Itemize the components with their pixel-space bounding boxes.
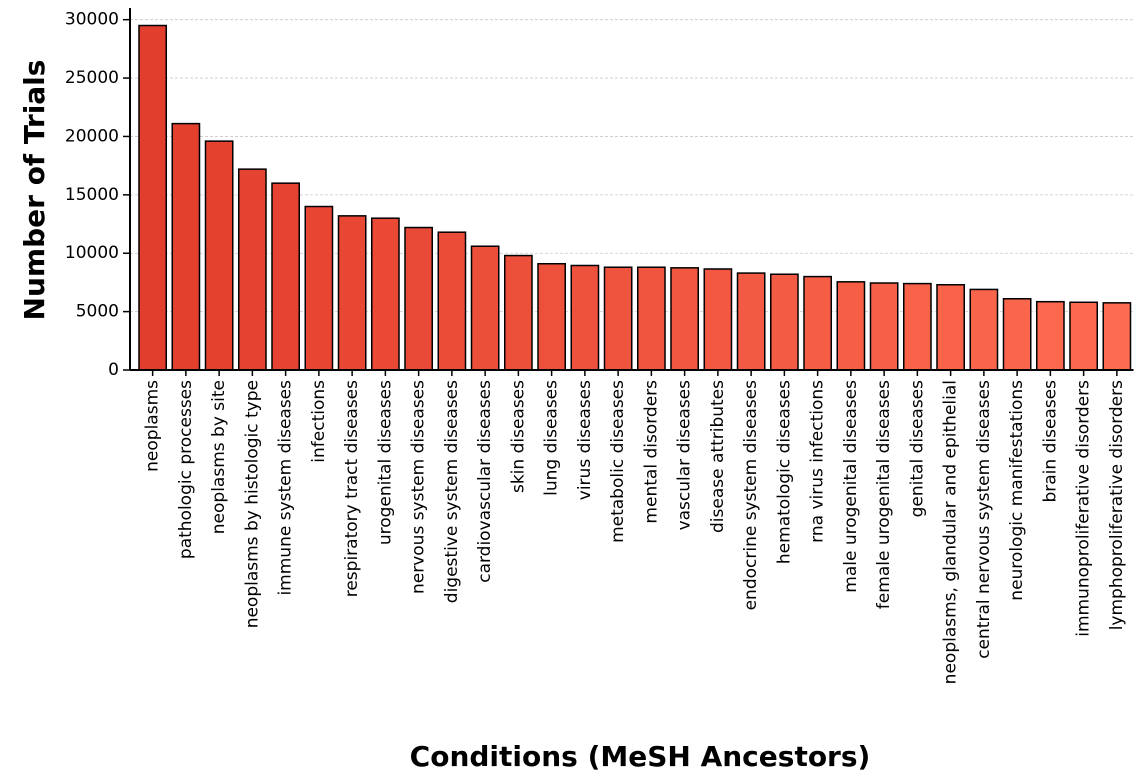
x-tick-label: genital diseases: [907, 380, 927, 518]
bar: [603, 266, 633, 371]
bar: [1102, 302, 1132, 371]
x-tick-label: lymphoproliferative disorders: [1107, 380, 1127, 630]
bar: [670, 267, 700, 371]
bar: [636, 266, 666, 371]
x-tick-label: mental disorders: [641, 380, 661, 524]
x-tick-label: neoplasms, glandular and epithelial: [941, 380, 961, 684]
x-tick-label: lung diseases: [542, 380, 562, 496]
x-tick-label: neoplasms by histologic type: [242, 380, 262, 628]
x-tick-label: pathologic processes: [176, 380, 196, 559]
bar: [869, 282, 899, 371]
bar: [337, 215, 367, 371]
x-tick-label: metabolic diseases: [608, 380, 628, 543]
bar: [470, 245, 500, 371]
x-tick-label: nervous system diseases: [409, 380, 429, 594]
bar: [171, 122, 201, 371]
x-tick-label: male urogenital diseases: [841, 380, 861, 593]
x-tick-label: skin diseases: [508, 380, 528, 493]
x-tick-label: cardiovascular diseases: [475, 380, 495, 583]
bar: [969, 288, 999, 371]
bar: [271, 182, 301, 371]
x-tick-label: central nervous system diseases: [974, 380, 994, 659]
x-tick-label: infections: [309, 380, 329, 463]
bar: [902, 282, 932, 371]
bar: [537, 262, 567, 371]
bar: [1035, 300, 1065, 371]
bar: [237, 168, 267, 371]
x-tick-label: brain diseases: [1040, 380, 1060, 503]
y-tick-label: 25000: [65, 68, 119, 88]
y-tick-label: 5000: [76, 302, 119, 322]
x-tick-label: female urogenital diseases: [874, 380, 894, 609]
x-tick-label: neurologic manifestations: [1007, 380, 1027, 601]
y-tick-label: 15000: [65, 185, 119, 205]
bar: [570, 264, 600, 371]
x-tick-label: disease attributes: [708, 380, 728, 533]
x-tick-label: digestive system diseases: [442, 380, 462, 603]
x-tick-label: rna virus infections: [808, 380, 828, 543]
x-tick-label: immune system diseases: [276, 380, 296, 596]
x-tick-label: vascular diseases: [675, 380, 695, 531]
x-tick-label: immunoproliferative disorders: [1074, 380, 1094, 637]
bar: [503, 254, 533, 371]
x-tick-label: endocrine system diseases: [741, 380, 761, 611]
bar: [703, 268, 733, 371]
x-tick-label: neoplasms: [143, 380, 163, 472]
x-tick-label: urogenital diseases: [375, 380, 395, 545]
bar: [1069, 301, 1099, 371]
bar: [936, 284, 966, 371]
x-tick-label: hematologic diseases: [774, 380, 794, 564]
bar: [370, 217, 400, 371]
bar: [836, 281, 866, 371]
bar: [138, 24, 168, 371]
y-axis-title: Number of Trials: [18, 60, 51, 321]
bar: [803, 275, 833, 371]
bar: [736, 272, 766, 371]
bar: [437, 231, 467, 371]
bar: [404, 226, 434, 371]
y-tick-label: 20000: [65, 126, 119, 146]
bar: [304, 205, 334, 371]
bar: [204, 140, 234, 371]
x-tick-label: virus diseases: [575, 380, 595, 500]
x-tick-label: neoplasms by site: [209, 380, 229, 534]
x-axis-title: Conditions (MeSH Ancestors): [410, 740, 871, 773]
y-tick-label: 10000: [65, 243, 119, 263]
bar: [1002, 298, 1032, 371]
x-tick-label: respiratory tract diseases: [342, 380, 362, 597]
bar: [769, 273, 799, 371]
y-tick-label: 0: [108, 360, 119, 380]
y-tick-label: 30000: [65, 10, 119, 30]
